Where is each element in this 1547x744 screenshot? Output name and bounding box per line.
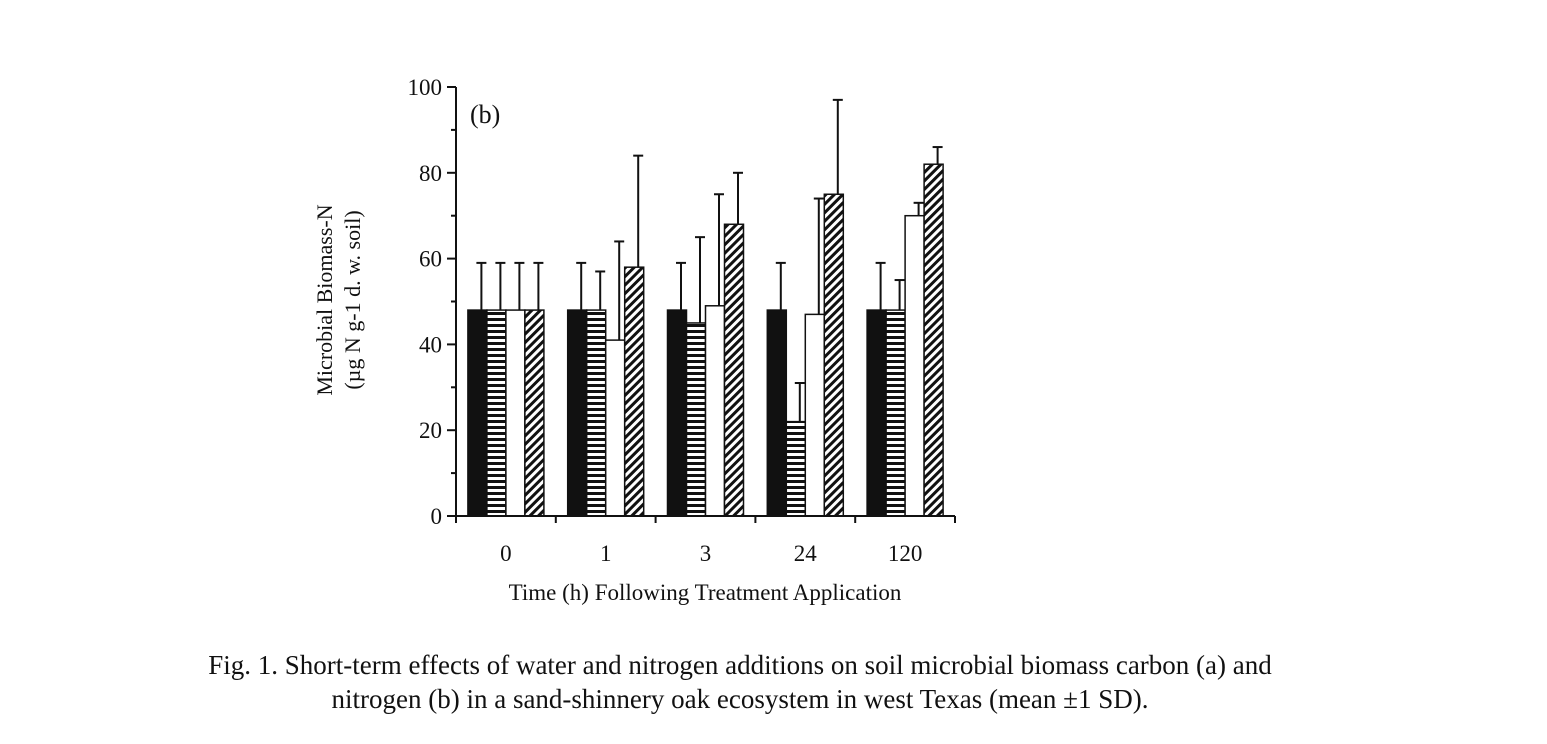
x-tick-label: 1 [600, 541, 612, 566]
y-tick-label: 40 [419, 332, 442, 357]
y-tick-label: 0 [431, 504, 443, 529]
bar [866, 309, 887, 517]
x-tick-label: 120 [888, 541, 923, 566]
y-tick-label: 100 [408, 75, 443, 100]
bar [467, 309, 488, 517]
bar [785, 420, 807, 517]
bar [804, 313, 826, 517]
bar [885, 309, 906, 517]
bar [685, 322, 707, 517]
figure-caption: Fig. 1. Short-term effects of water and … [0, 648, 1480, 716]
caption-line-2: nitrogen (b) in a sand-shinnery oak ecos… [331, 684, 1149, 714]
bar [823, 193, 845, 517]
bar [505, 309, 526, 517]
x-axis-label: Time (h) Following Treatment Application [509, 580, 902, 605]
x-tick-label: 0 [500, 541, 512, 566]
caption-line-1: Fig. 1. Short-term effects of water and … [208, 650, 1272, 680]
bar [585, 309, 607, 517]
bar [486, 309, 507, 517]
bar [666, 309, 688, 517]
y-tick-label: 20 [419, 418, 442, 443]
bar [604, 339, 626, 517]
y-tick-label: 60 [419, 247, 442, 272]
panel-label: (b) [470, 100, 500, 129]
y-axis-label-line1: Microbial Biomass-N [312, 204, 337, 395]
bar [704, 305, 726, 517]
bar [524, 309, 545, 517]
y-axis-label-line2: (µg N g-1 d. w. soil) [340, 210, 365, 389]
bar [766, 309, 788, 517]
bar [923, 163, 944, 517]
bar [904, 214, 925, 517]
bar-chart: 0 20 40 60 80 100 0 1 3 24 120 (b) Time (h) Follow… [312, 75, 956, 605]
x-tick-label: 3 [700, 541, 712, 566]
bar [723, 223, 745, 517]
y-tick-label: 80 [419, 161, 442, 186]
x-tick-label: 24 [794, 541, 818, 566]
bar [566, 309, 588, 517]
bar [623, 266, 645, 517]
